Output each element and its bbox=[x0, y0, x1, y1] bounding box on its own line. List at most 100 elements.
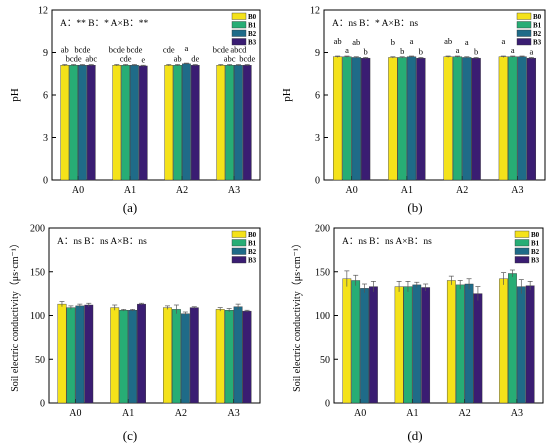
sig-letter: a bbox=[501, 36, 505, 46]
y-axis-label: pH bbox=[9, 88, 21, 102]
sig-letter: ab bbox=[334, 36, 342, 46]
bar-B0-A1 bbox=[388, 57, 398, 181]
bar-B1-A3 bbox=[508, 273, 517, 404]
bar-B3-A2 bbox=[473, 293, 483, 404]
bar-B1-A2 bbox=[173, 65, 182, 181]
panel-label: (a) bbox=[123, 200, 137, 215]
x-tick-label: A3 bbox=[511, 408, 523, 419]
legend-label-B0: B0 bbox=[531, 231, 540, 239]
x-tick-label: A2 bbox=[459, 408, 471, 419]
x-tick-label: A1 bbox=[124, 185, 136, 196]
y-tick-label: 12 bbox=[38, 6, 48, 17]
x-tick-label: A1 bbox=[122, 408, 134, 419]
bar-B1-A0 bbox=[69, 65, 78, 181]
legend-swatch-B2 bbox=[231, 247, 247, 255]
chart-panel-c: 0 50 100 150 200 Soil electric conductivity（μ… bbox=[9, 224, 261, 443]
bar-B2-A1 bbox=[130, 65, 139, 181]
x-tick-label: A3 bbox=[228, 185, 240, 196]
bar-B0-A1 bbox=[394, 286, 404, 404]
bar-B2-A3 bbox=[517, 56, 527, 181]
legend-swatch-B0 bbox=[231, 230, 247, 238]
bar-B0-A3 bbox=[215, 309, 225, 404]
sig-letter: a bbox=[410, 36, 414, 46]
sig-letter: ab bbox=[444, 36, 452, 46]
panel-label: (b) bbox=[407, 200, 422, 215]
bar-B0-A2 bbox=[443, 56, 453, 181]
legend-label-B1: B1 bbox=[248, 22, 257, 30]
legend-swatch-B3 bbox=[516, 38, 532, 46]
legend-swatch-B3 bbox=[231, 256, 247, 264]
x-tick-label: A0 bbox=[72, 185, 84, 196]
y-tick-label: 3 bbox=[43, 133, 48, 144]
bar-B2-A2 bbox=[180, 313, 190, 404]
bar-B3-A1 bbox=[416, 57, 426, 181]
bar-B0-A0 bbox=[332, 56, 343, 181]
bar-B2-A0 bbox=[75, 305, 85, 404]
x-tick-label: A3 bbox=[228, 408, 240, 419]
bar-B1-A0 bbox=[66, 307, 76, 404]
legend-swatch-B2 bbox=[231, 29, 247, 37]
sig-letter: a bbox=[456, 45, 460, 55]
legend-swatch-B0 bbox=[514, 230, 530, 238]
sig-letter: ab bbox=[352, 37, 360, 47]
sig-letter: b bbox=[364, 46, 368, 56]
y-tick-label: 0 bbox=[40, 399, 45, 410]
bar-B0-A0 bbox=[57, 303, 67, 404]
bar-B2-A0 bbox=[351, 57, 361, 181]
y-tick-label: 0 bbox=[43, 176, 48, 187]
legend-label-B3: B3 bbox=[531, 257, 540, 265]
bar-B2-A2 bbox=[182, 63, 191, 181]
bar-B0-A0 bbox=[60, 65, 70, 181]
y-tick-label: 200 bbox=[315, 224, 330, 235]
sig-letter: a bbox=[465, 37, 469, 47]
sig-letter: a bbox=[185, 43, 189, 53]
y-tick-label: 50 bbox=[320, 355, 330, 366]
y-tick-label: 100 bbox=[30, 311, 45, 322]
bar-B0-A2 bbox=[446, 280, 456, 404]
y-tick-label: 9 bbox=[43, 48, 48, 59]
sig-letter: b bbox=[474, 46, 478, 56]
sig-letter: bcde bbox=[213, 45, 229, 55]
bar-B1-A1 bbox=[397, 57, 407, 181]
legend-label-B2: B2 bbox=[248, 30, 257, 38]
sig-letter: b bbox=[400, 46, 404, 56]
y-tick-label: 9 bbox=[315, 48, 320, 59]
x-tick-label: A3 bbox=[511, 185, 523, 196]
legend-label-B0: B0 bbox=[248, 231, 257, 239]
y-axis-label: pH bbox=[281, 88, 293, 102]
y-tick-label: 6 bbox=[43, 91, 48, 102]
sig-letter: ab bbox=[174, 54, 182, 64]
legend-label-B0: B0 bbox=[533, 13, 542, 21]
bar-B3-A3 bbox=[242, 310, 252, 404]
bar-B2-A1 bbox=[406, 56, 417, 181]
bar-B3-A0 bbox=[369, 286, 378, 404]
stats-annotation: A：ns B：* A×B：ns bbox=[332, 19, 418, 29]
bar-B0-A3 bbox=[499, 278, 508, 404]
bar-B0-A3 bbox=[498, 56, 508, 181]
y-tick-label: 150 bbox=[30, 267, 45, 278]
legend-swatch-B1 bbox=[514, 239, 530, 247]
sig-letter: bcde bbox=[126, 45, 142, 55]
bar-B3-A3 bbox=[526, 57, 537, 181]
legend-swatch-B0 bbox=[231, 12, 247, 20]
sig-letter: bcde bbox=[74, 45, 90, 55]
bar-B1-A1 bbox=[119, 310, 129, 404]
legend-swatch-B0 bbox=[516, 12, 532, 20]
legend-swatch-B3 bbox=[514, 256, 530, 264]
x-tick-label: A2 bbox=[176, 185, 188, 196]
legend-label-B1: B1 bbox=[531, 240, 540, 248]
bar-B3-A2 bbox=[190, 65, 200, 181]
bar-B3-A1 bbox=[138, 65, 148, 181]
bar-B2-A3 bbox=[516, 286, 526, 404]
stats-annotation: A：** B：* A×B：** bbox=[60, 19, 148, 29]
legend-label-B1: B1 bbox=[533, 22, 542, 30]
bar-B1-A0 bbox=[342, 56, 352, 181]
legend-label-B2: B2 bbox=[533, 30, 542, 38]
sig-letter: b bbox=[419, 46, 423, 56]
bar-B1-A0 bbox=[351, 280, 361, 404]
bar-B2-A2 bbox=[464, 283, 474, 404]
bar-B3-A2 bbox=[471, 57, 481, 181]
bar-B1-A1 bbox=[403, 286, 413, 404]
y-tick-label: 6 bbox=[315, 91, 320, 102]
